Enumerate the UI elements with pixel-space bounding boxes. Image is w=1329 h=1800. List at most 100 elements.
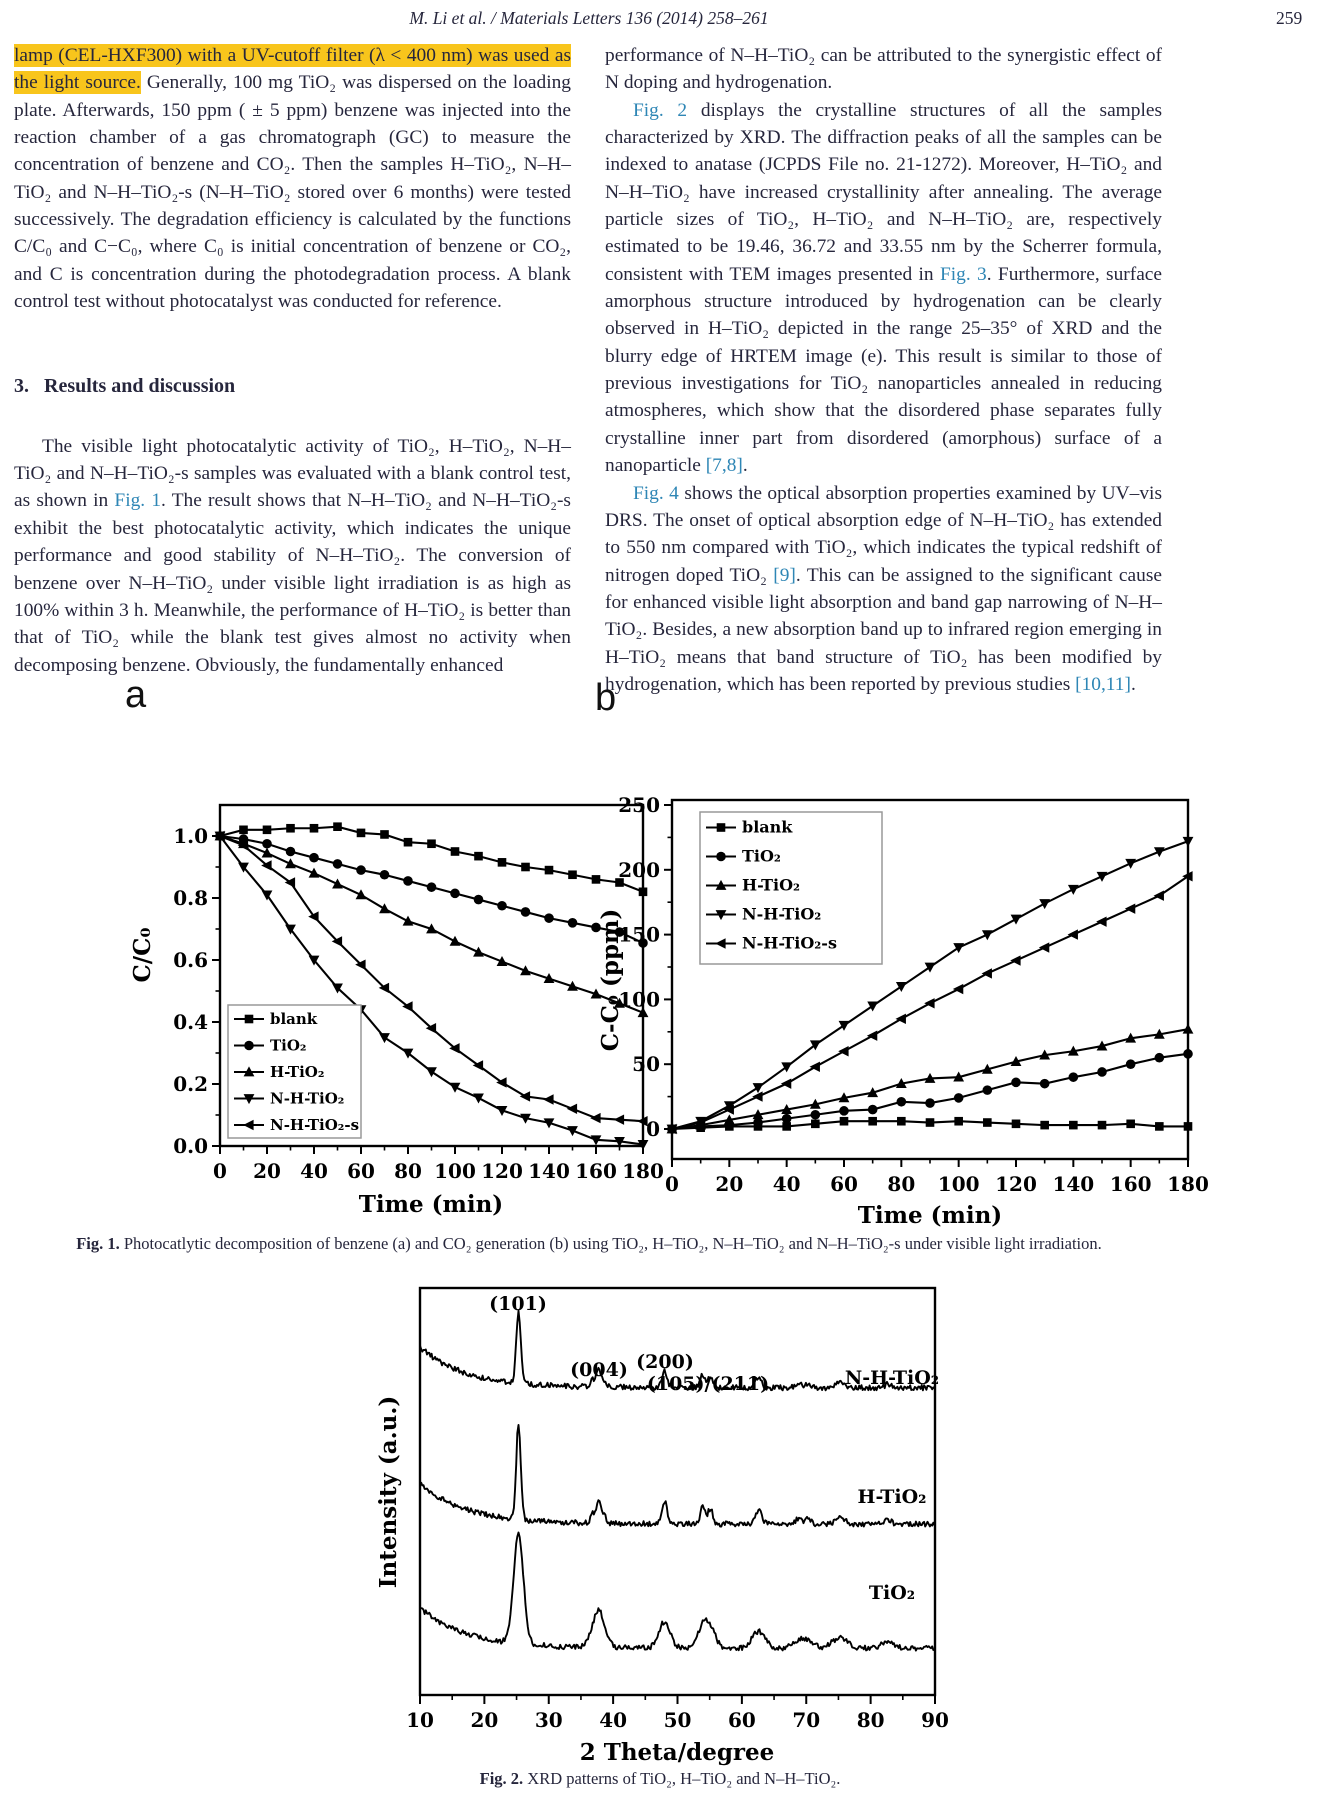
legend-label: N-H-TiO₂-s bbox=[270, 1116, 359, 1134]
svg-text:70: 70 bbox=[792, 1708, 820, 1732]
triangle-left-marker bbox=[924, 998, 935, 1009]
figure-2-xrd-chart: 10 20 30 40 50 60 70 80 90 2 Theta/degree Intensit… bbox=[375, 1286, 949, 1766]
triangle-down-marker bbox=[867, 1001, 879, 1012]
triangle-left-marker bbox=[519, 1091, 531, 1102]
square-marker bbox=[1097, 1120, 1107, 1130]
text-run: . This can be assigned to the significan… bbox=[605, 564, 1162, 695]
square-marker bbox=[380, 830, 389, 839]
triangle-up-marker bbox=[723, 1114, 735, 1125]
svg-text:40: 40 bbox=[300, 1159, 328, 1183]
square-marker bbox=[954, 1116, 963, 1126]
text-run: Generally, 100 mg TiO₂ was dispersed on … bbox=[14, 72, 571, 313]
x-axis-title: Time (min) bbox=[858, 1202, 1002, 1229]
reference-link[interactable]: [9] bbox=[773, 564, 796, 586]
triangle-up-marker bbox=[614, 997, 625, 1008]
circle-marker bbox=[982, 1085, 993, 1095]
triangle-down-marker bbox=[473, 1093, 484, 1104]
circle-marker bbox=[810, 1109, 821, 1120]
circle-marker bbox=[285, 846, 296, 857]
triangle-up-marker bbox=[953, 1071, 965, 1082]
circle-marker bbox=[753, 1117, 763, 1128]
paragraph: lamp (CEL-HXF300) with a UV-cutoff filte… bbox=[14, 42, 571, 315]
circle-marker bbox=[450, 888, 460, 899]
triangle-down-marker bbox=[614, 1136, 625, 1147]
circle-marker bbox=[262, 838, 272, 849]
triangle-down-marker bbox=[637, 1140, 649, 1151]
reference-link[interactable]: [7,8] bbox=[705, 455, 743, 477]
section-heading: 3. Results and discussion bbox=[14, 375, 236, 398]
triangle-up-marker bbox=[543, 973, 555, 983]
svg-text:80: 80 bbox=[394, 1159, 422, 1183]
caption-label: Fig. 2. bbox=[479, 1769, 524, 1788]
triangle-left-marker bbox=[723, 1104, 734, 1115]
triangle-up-marker bbox=[520, 965, 531, 976]
triangle-up-marker bbox=[781, 1103, 793, 1114]
triangle-left-marker bbox=[666, 1123, 677, 1135]
panel-label: a bbox=[125, 674, 147, 716]
triangle-left-marker bbox=[1038, 942, 1050, 953]
circle-marker bbox=[591, 922, 601, 933]
text-run: shows the optical absorption properties … bbox=[605, 482, 1162, 586]
triangle-down-marker bbox=[449, 1082, 461, 1093]
circle-marker bbox=[309, 852, 319, 863]
triangle-down-marker bbox=[752, 1083, 764, 1094]
triangle-down-marker bbox=[723, 1101, 735, 1112]
circle-marker bbox=[1068, 1072, 1079, 1082]
triangle-down-marker bbox=[1039, 899, 1051, 910]
svg-text:80: 80 bbox=[887, 1172, 915, 1196]
circle-marker bbox=[403, 876, 413, 886]
svg-text:100: 100 bbox=[618, 987, 660, 1011]
circle-marker bbox=[1097, 1067, 1107, 1077]
text-run: displays the crystalline structures of a… bbox=[605, 99, 1162, 285]
triangle-up-marker bbox=[261, 847, 273, 858]
square-marker bbox=[497, 858, 507, 867]
paragraph: Fig. 4 shows the optical absorption prop… bbox=[605, 480, 1162, 699]
triangle-left-marker bbox=[402, 1001, 413, 1012]
circle-marker bbox=[896, 1096, 907, 1107]
circle-marker bbox=[520, 907, 531, 917]
square-marker bbox=[1126, 1119, 1135, 1129]
circle-marker bbox=[614, 927, 625, 937]
reference-link[interactable]: Fig. 2 bbox=[633, 99, 688, 121]
reference-link[interactable]: Fig. 4 bbox=[633, 482, 679, 504]
figure-1-caption: Fig. 1. Photocatlytic decomposition of b… bbox=[14, 1233, 1164, 1255]
reference-link[interactable]: Fig. 3 bbox=[939, 263, 987, 285]
circle-marker bbox=[567, 918, 578, 928]
triangle-up-marker bbox=[473, 946, 484, 957]
triangle-down-marker bbox=[261, 890, 273, 901]
square-marker bbox=[521, 862, 530, 872]
left-column: lamp (CEL-HXF300) with a UV-cutoff filte… bbox=[14, 42, 571, 679]
svg-text:120: 120 bbox=[481, 1159, 523, 1183]
circle-marker bbox=[473, 894, 484, 905]
triangle-down-marker bbox=[543, 1118, 555, 1129]
triangle-up-marker bbox=[402, 915, 414, 926]
triangle-up-marker bbox=[1039, 1049, 1051, 1060]
series-TiO₂ bbox=[671, 1052, 1189, 1131]
circle-marker bbox=[497, 900, 507, 911]
triangle-down-marker bbox=[924, 962, 936, 973]
square-marker bbox=[839, 1116, 849, 1126]
text-run: . bbox=[742, 455, 748, 477]
triangle-left-marker bbox=[838, 1046, 849, 1057]
svg-text:0.6: 0.6 bbox=[173, 948, 208, 972]
circle-marker bbox=[1154, 1052, 1165, 1063]
reference-link[interactable]: Fig. 1 bbox=[114, 490, 162, 512]
triangle-left-marker bbox=[613, 1114, 625, 1125]
circle-marker bbox=[356, 865, 366, 875]
svg-text:60: 60 bbox=[728, 1708, 756, 1732]
triangle-up-marker bbox=[1067, 1045, 1079, 1056]
triangle-up-marker bbox=[426, 923, 437, 934]
figure-2-caption: Fig. 2. XRD patterns of TiO₂, H–TiO₂ and… bbox=[320, 1768, 1000, 1790]
triangle-up-marker bbox=[1010, 1056, 1022, 1067]
y-axis-title: C-C₀ (ppm) bbox=[597, 909, 624, 1052]
triangle-up-marker bbox=[1153, 1028, 1165, 1039]
square-marker bbox=[591, 875, 601, 884]
square-marker bbox=[450, 847, 460, 856]
y-axis-title: C/C₀ bbox=[129, 927, 156, 982]
square-marker bbox=[811, 1119, 820, 1129]
text-run: Photocatlytic decomposition of benzene (… bbox=[119, 1234, 1102, 1253]
svg-text:0.4: 0.4 bbox=[173, 1010, 208, 1034]
legend-label: N-H-TiO₂ bbox=[270, 1090, 344, 1108]
reference-link[interactable]: [10,11] bbox=[1075, 673, 1131, 695]
